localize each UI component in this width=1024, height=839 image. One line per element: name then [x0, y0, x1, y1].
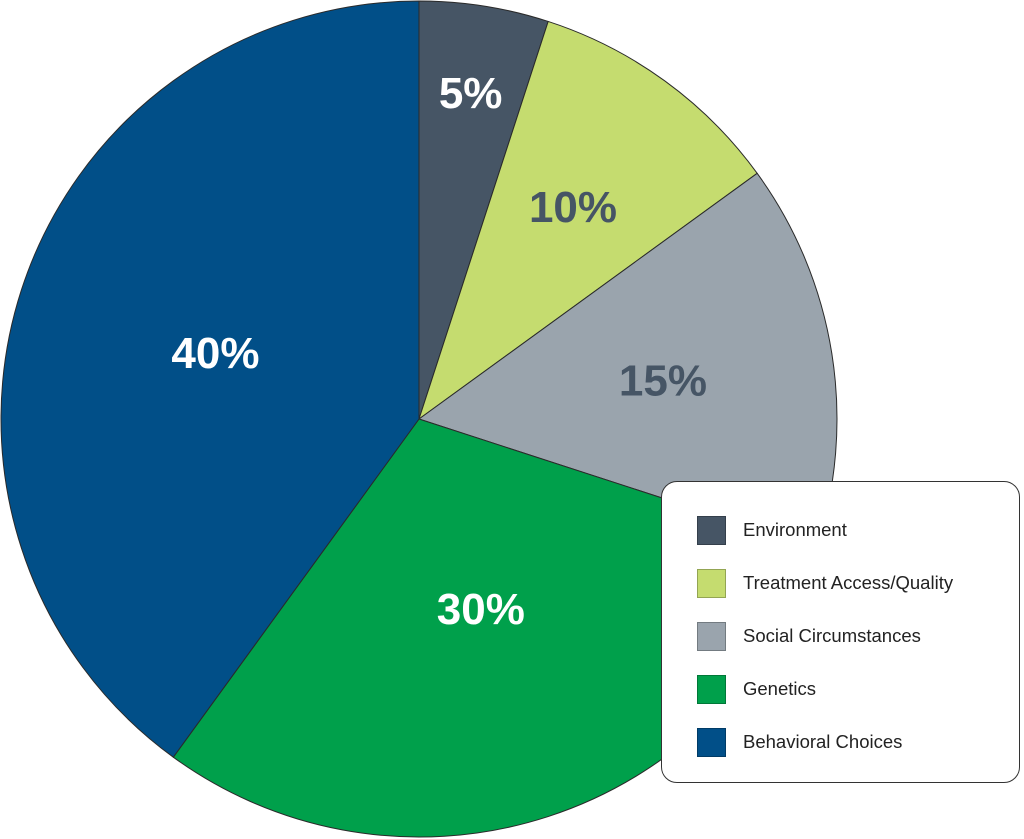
data-label: 15% — [619, 356, 707, 405]
legend-item-treatment: Treatment Access/Quality — [697, 568, 953, 598]
legend-item-environment: Environment — [697, 515, 847, 545]
legend-swatch — [697, 727, 726, 757]
legend-item-behavioral: Behavioral Choices — [697, 727, 902, 757]
data-label: 10% — [529, 183, 617, 232]
pie-slice-treatment-access-quality — [418, 20, 758, 421]
legend-swatch — [697, 621, 726, 651]
legend-label: Treatment Access/Quality — [743, 572, 954, 593]
legend-label: Behavioral Choices — [743, 731, 903, 752]
legend: Environment Treatment Access/Quality Soc… — [661, 481, 1020, 783]
legend-item-genetics: Genetics — [697, 674, 816, 704]
data-label: 40% — [171, 329, 259, 378]
legend-swatch — [697, 674, 726, 704]
data-label: 30% — [437, 585, 525, 634]
pie-slice-behavioral-choices — [0, 0, 420, 758]
data-label: 5% — [439, 69, 503, 118]
legend-label: Genetics — [743, 678, 817, 699]
legend-label: Environment — [743, 519, 847, 540]
legend-swatch — [697, 568, 726, 598]
legend-label: Social Circumstances — [743, 625, 921, 646]
legend-swatch — [697, 515, 726, 545]
legend-item-social: Social Circumstances — [697, 621, 921, 651]
